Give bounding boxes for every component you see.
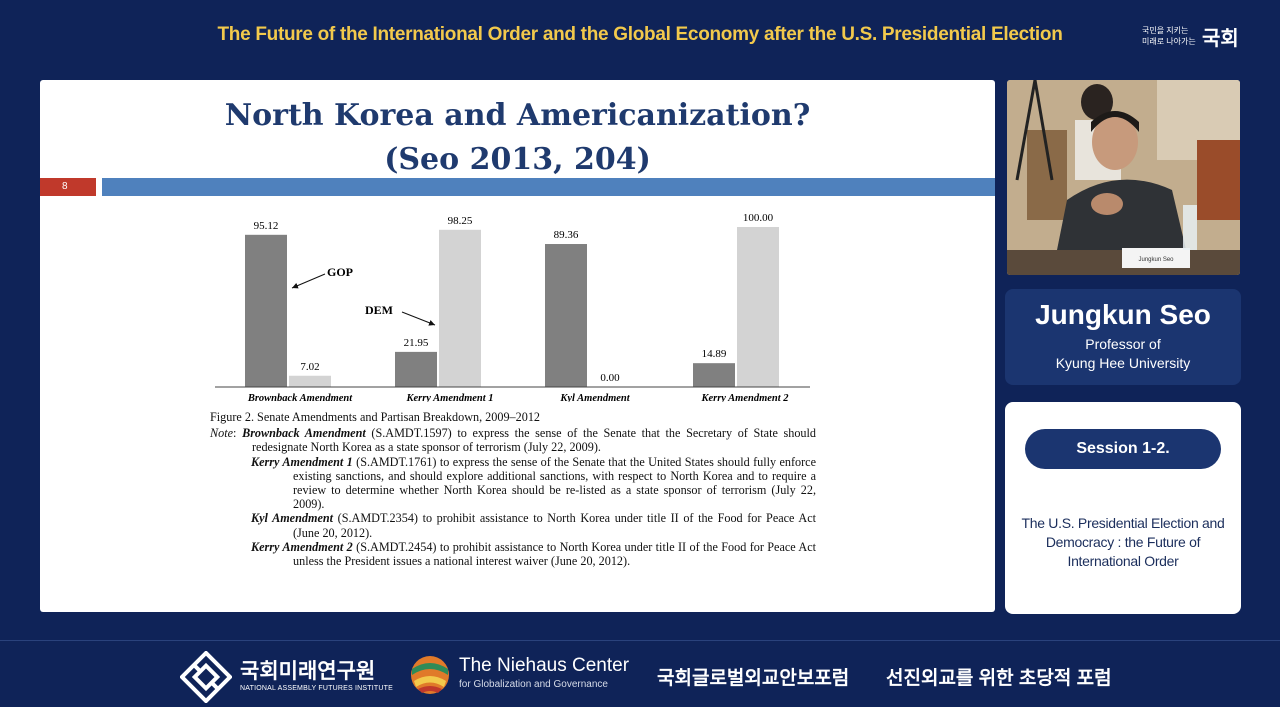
niehaus-name: The Niehaus Center	[459, 655, 630, 676]
webcam-speaker-hand	[1091, 193, 1123, 215]
session-panel: Session 1-2. The U.S. Presidential Elect…	[1005, 402, 1241, 614]
webcam-nameplate-text: Jungkun Seo	[1138, 257, 1174, 263]
nafi-subtitle: NATIONAL ASSEMBLY FUTURES INSTITUTE	[240, 685, 393, 692]
value-label-dem-4: 100.00	[743, 212, 774, 224]
value-label-dem-1: 7.02	[300, 361, 319, 373]
note-name-4: Kerry Amendment 2	[251, 539, 353, 554]
annotation-dem-arrow	[401, 311, 436, 326]
webcam-bg-person-head	[1081, 84, 1113, 120]
session-badge: Session 1-2.	[1025, 429, 1221, 469]
bar-gop-1	[245, 234, 287, 387]
niehaus-subtitle: for Globalization and Governance	[459, 679, 608, 690]
sponsor-footer: 국회미래연구원 NATIONAL ASSEMBLY FUTURES INSTIT…	[0, 640, 1280, 707]
session-desc-line3: International Order	[1067, 553, 1179, 569]
figure-caption: Figure 2. Senate Amendments and Partisan…	[210, 410, 541, 424]
value-label-dem-3: 0.00	[600, 372, 620, 384]
bar-gop-2	[395, 351, 437, 387]
value-label-gop-4: 14.89	[702, 348, 727, 360]
slide-divider-bar	[102, 178, 995, 196]
nafi-name: 국회미래연구원	[240, 660, 376, 683]
annotation-gop: GOP	[327, 265, 353, 279]
note-name-3: Kyl Amendment	[251, 511, 334, 526]
value-label-gop-2: 21.95	[404, 337, 429, 349]
forum-name-1: 국회글로벌외교안보포럼	[657, 668, 850, 689]
logo-line2: 미래로 나아가는	[1142, 37, 1196, 46]
note-item-4: Kerry Amendment 2 (S.AMDT.2454) to prohi…	[210, 540, 816, 568]
session-description: The U.S. Presidential Election and Democ…	[1005, 514, 1241, 571]
value-label-dem-2: 98.25	[448, 215, 473, 227]
webcam-tripod-leg2	[1033, 80, 1054, 181]
bar-dem-4	[737, 227, 779, 387]
bar-gop-3	[545, 244, 587, 387]
category-label-2: Kerry Amendment 1	[405, 393, 493, 402]
slide-title: North Korea and Americanization? (Seo 20…	[40, 94, 995, 182]
speaker-name-panel: Jungkun Seo Professor of Kyung Hee Unive…	[1005, 289, 1241, 385]
nafi-emblem-icon	[180, 651, 232, 703]
webcam-chair	[1197, 140, 1240, 220]
speaker-title-line1: Professor of	[1085, 336, 1161, 352]
note-item-1: Note: Brownback Amendment (S.AMDT.1597) …	[210, 426, 816, 455]
value-label-gop-3: 89.36	[554, 229, 579, 241]
niehaus-globe-icon	[411, 656, 449, 694]
note-text-2: (S.AMDT.1761) to express the sense of th…	[293, 454, 816, 512]
note-item-2: Kerry Amendment 1 (S.AMDT.1761) to expre…	[210, 455, 816, 512]
note-text-1: (S.AMDT.1597) to express the sense of th…	[252, 426, 816, 455]
bar-dem-2	[439, 229, 481, 387]
presentation-slide: North Korea and Americanization? (Seo 20…	[40, 80, 995, 612]
note-label: Note	[210, 426, 234, 441]
webcam-nameplate	[1122, 248, 1190, 268]
webcam-image: Jungkun Seo	[1007, 80, 1240, 275]
speaker-webcam-feed: Jungkun Seo	[1007, 80, 1240, 275]
category-label-3: Kyl Amendment	[559, 393, 630, 402]
session-desc-line1: The U.S. Presidential Election and	[1021, 515, 1225, 531]
speaker-name: Jungkun Seo	[1035, 299, 1211, 330]
speaker-title-line2: Kyung Hee University	[1055, 355, 1191, 371]
chart-svg: 95.12 7.02 Brownback Amendment 21.95 98.25 Ke…	[215, 212, 810, 404]
note-name-1: Brownback Amendment	[242, 426, 366, 441]
value-label-gop-1: 95.12	[254, 220, 279, 232]
logo-line1: 국민을 지키는	[1142, 26, 1189, 35]
webcam-tripod-leg1	[1015, 80, 1037, 181]
national-assembly-logo: 국민을 지키는 미래로 나아가는 국회	[1142, 22, 1242, 52]
bar-gop-4	[693, 363, 735, 387]
slide-title-line2: (Seo 2013, 204)	[384, 142, 651, 177]
webcam-speaker-face	[1092, 114, 1138, 170]
annotation-gop-arrow	[291, 273, 326, 289]
slide-title-line1: North Korea and Americanization?	[224, 98, 811, 133]
annotation-dem: DEM	[365, 303, 393, 317]
note-item-3: Kyl Amendment (S.AMDT.2354) to prohibit …	[210, 511, 816, 539]
note-text-3: (S.AMDT.2354) to prohibit assistance to …	[293, 511, 816, 540]
forum-name-2: 선진외교를 위한 초당적 포럼	[886, 668, 1112, 689]
broadcast-title: The Future of the International Order an…	[217, 24, 1063, 45]
note-name-2: Kerry Amendment 1	[251, 454, 353, 469]
note-text-4: (S.AMDT.2454) to prohibit assistance to …	[293, 539, 816, 569]
figure-caption-block: Figure 2. Senate Amendments and Partisan…	[210, 410, 816, 568]
amendment-bar-chart: 95.12 7.02 Brownback Amendment 21.95 98.25 Ke…	[210, 202, 820, 404]
category-label-1: Brownback Amendment	[247, 393, 353, 402]
session-desc-line2: Democracy : the Future of	[1045, 534, 1201, 550]
webcam-water-bottle	[1183, 205, 1197, 250]
category-label-4: Kerry Amendment 2	[700, 393, 789, 402]
webcam-speaker-hair	[1091, 111, 1139, 132]
logo-big: 국회	[1202, 28, 1239, 50]
bar-dem-1	[289, 375, 331, 387]
slide-number: 8	[40, 178, 96, 196]
